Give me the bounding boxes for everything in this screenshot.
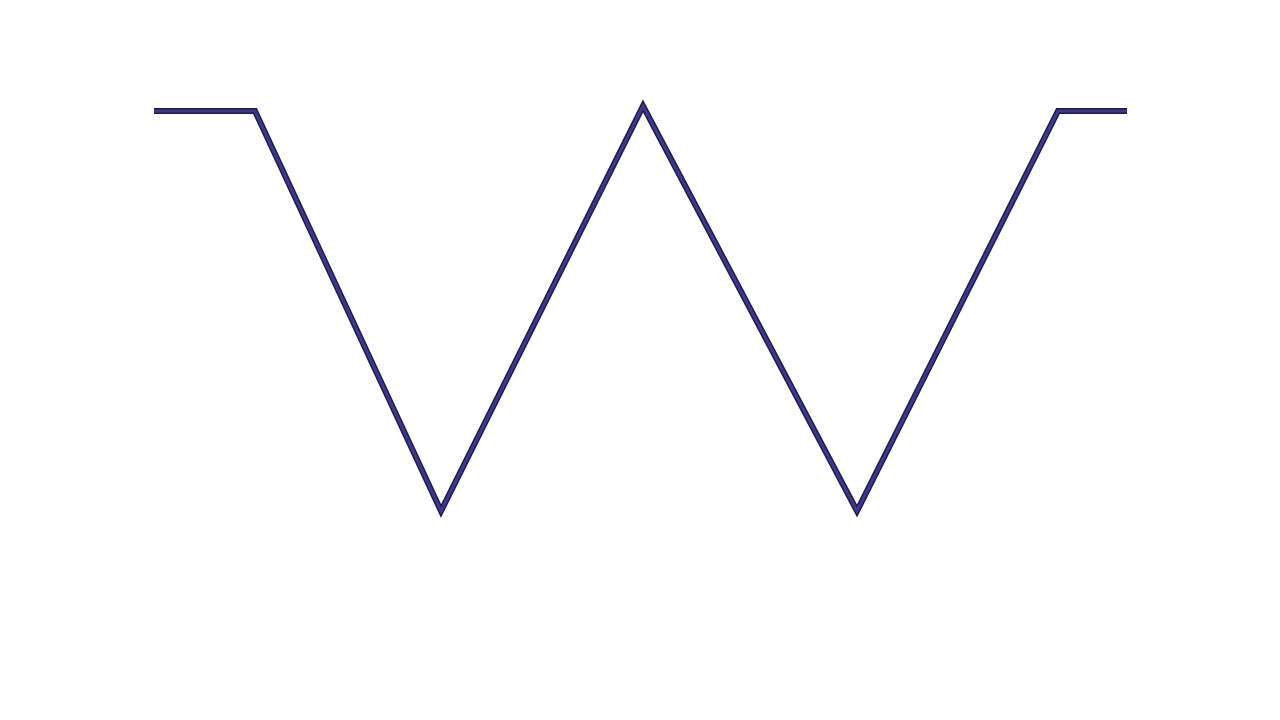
zigzag-line — [154, 102, 1127, 515]
zigzag-line-outline — [154, 99, 1127, 518]
